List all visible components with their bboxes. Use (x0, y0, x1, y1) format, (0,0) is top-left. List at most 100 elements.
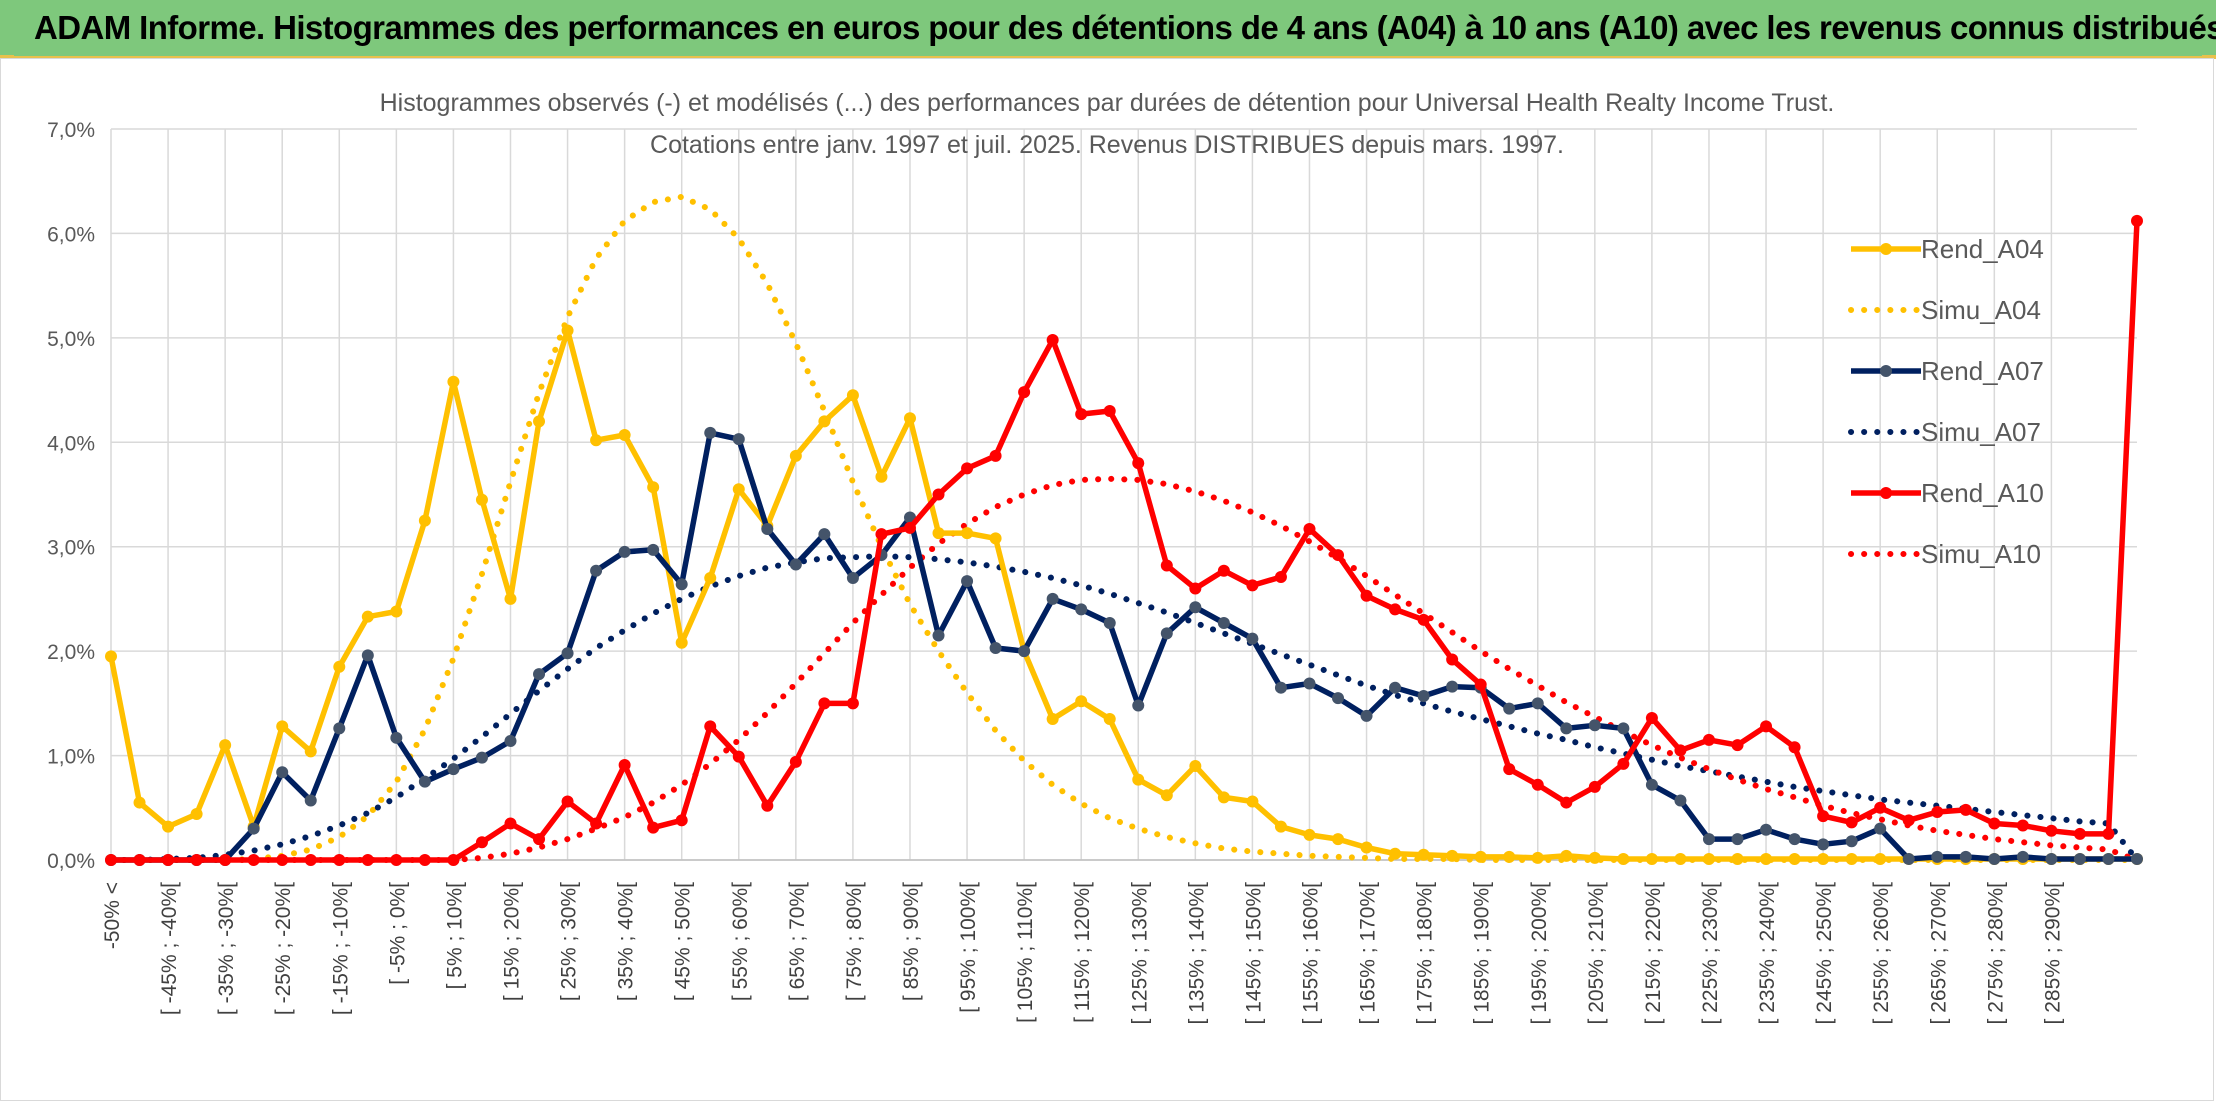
data-point (932, 488, 945, 501)
data-point (333, 854, 346, 866)
data-point (1874, 822, 1887, 835)
data-point (1018, 645, 1031, 658)
corner-accent-left (0, 55, 14, 59)
data-point (361, 649, 374, 662)
page-title: ADAM Informe. Histogrammes des performan… (34, 9, 2216, 46)
data-point (732, 483, 745, 496)
data-point (304, 854, 317, 866)
data-point (190, 808, 203, 821)
data-point (1018, 386, 1031, 399)
x-tick-label: [ 35% ; 40%[ (615, 882, 638, 1001)
data-point (1075, 603, 1088, 616)
data-point (1645, 852, 1658, 865)
data-point (447, 854, 460, 866)
chart-frame: 0,0% 1,0% 2,0% 3,0% 4,0% 5,0% 6,0% 7,0% -50% < [… (0, 58, 2214, 1101)
x-axis-ticks: -50% < [ -45% ; -40%[[ -35% ; -30%[[ -25%… (101, 882, 2064, 1025)
data-point (618, 758, 631, 771)
data-point (105, 854, 117, 866)
data-point (875, 470, 888, 483)
data-point (1132, 699, 1145, 712)
data-point (2045, 824, 2058, 837)
x-tick-label: [ 75% ; 80%[ (843, 882, 866, 1001)
data-point (1588, 851, 1601, 864)
data-point (1788, 741, 1801, 754)
data-point (504, 734, 517, 747)
legend-label: Rend_A04 (1921, 234, 2044, 264)
data-point (276, 766, 289, 779)
data-point (475, 493, 488, 506)
data-point (1788, 852, 1801, 865)
data-point (1389, 681, 1402, 694)
data-point (1702, 733, 1715, 746)
data-point (1617, 852, 1630, 865)
data-point (1531, 851, 1544, 864)
data-point (732, 433, 745, 446)
x-tick-label: [ -25% ; -20%[ (272, 882, 295, 1015)
data-point (704, 426, 717, 439)
data-point (1731, 739, 1744, 752)
data-point (304, 745, 317, 758)
data-point (1674, 794, 1687, 807)
data-point (533, 833, 546, 846)
data-point (1617, 722, 1630, 735)
data-point (1560, 722, 1573, 735)
x-tick-label: [ -35% ; -30%[ (215, 882, 238, 1015)
data-point (1959, 850, 1972, 863)
data-point (1274, 570, 1287, 583)
data-point (1075, 408, 1088, 421)
data-point (390, 731, 403, 744)
data-point (1474, 850, 1487, 863)
legend-item: Simu_A07 (1848, 417, 2041, 447)
series-Rend_A04 (105, 324, 2143, 865)
data-point (304, 794, 317, 807)
data-point (219, 739, 232, 752)
data-point (1417, 690, 1430, 703)
data-point (1246, 632, 1259, 645)
x-tick-label: [ 45% ; 50%[ (672, 882, 695, 1001)
data-point (1788, 833, 1801, 846)
x-tick-label: [ 5% ; 10%[ (443, 882, 466, 990)
legend-label: Rend_A07 (1921, 356, 2044, 386)
data-point (1446, 849, 1459, 862)
data-point (1046, 333, 1059, 346)
data-point (1845, 835, 1858, 848)
data-point (247, 854, 260, 866)
series-line (111, 430, 2137, 863)
data-point (1931, 805, 1944, 818)
data-point (675, 814, 688, 827)
data-point (561, 795, 574, 808)
data-point (133, 796, 146, 809)
data-point (675, 578, 688, 591)
data-point (276, 854, 289, 866)
data-point (1817, 852, 1830, 865)
x-tick-label: [ 125% ; 130%[ (1128, 882, 1151, 1025)
data-point (1702, 852, 1715, 865)
data-point (1674, 744, 1687, 757)
data-point (932, 629, 945, 642)
data-point (618, 428, 631, 441)
data-point (1303, 828, 1316, 841)
x-tick-label: [ 145% ; 150%[ (1242, 882, 1265, 1025)
data-point (418, 854, 431, 866)
data-point (1902, 814, 1915, 827)
data-point (961, 575, 974, 588)
series-line (108, 193, 2140, 863)
data-point (390, 854, 403, 866)
data-point (818, 697, 831, 710)
data-point (1531, 778, 1544, 791)
data-point (1988, 817, 2001, 830)
data-point (875, 528, 888, 541)
data-point (1560, 849, 1573, 862)
data-point (418, 514, 431, 527)
y-tick-label: 6,0% (47, 223, 95, 246)
x-tick-label: [ 65% ; 70%[ (786, 882, 809, 1001)
data-point (1046, 713, 1059, 726)
data-point (989, 532, 1002, 545)
y-tick-label: 1,0% (47, 746, 95, 769)
data-point (1303, 522, 1316, 535)
x-tick-label: [ 205% ; 210%[ (1585, 882, 1608, 1025)
data-point (647, 543, 660, 556)
data-point (932, 527, 945, 540)
data-point (447, 375, 460, 388)
data-point (1046, 592, 1059, 605)
